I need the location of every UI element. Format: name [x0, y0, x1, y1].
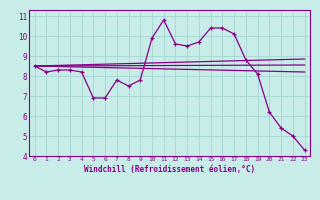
X-axis label: Windchill (Refroidissement éolien,°C): Windchill (Refroidissement éolien,°C) [84, 165, 255, 174]
